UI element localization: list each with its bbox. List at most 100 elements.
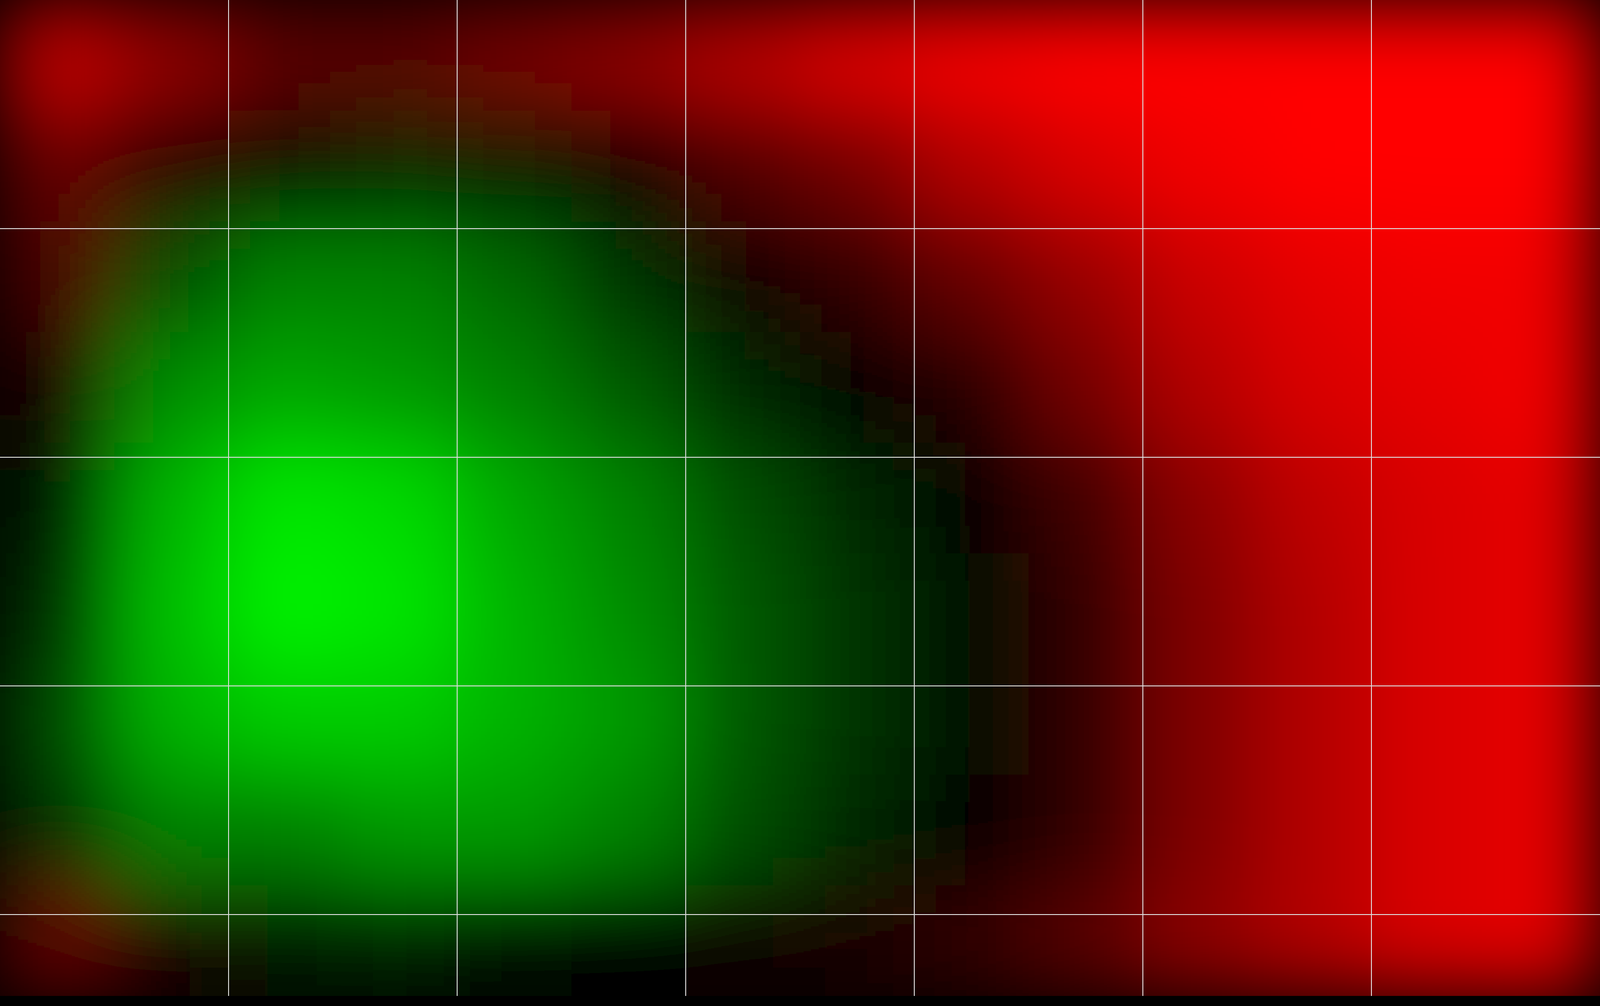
cells	[0, 0, 1600, 996]
grid-line	[0, 456, 1600, 458]
heat-cell	[1142, 221, 1258, 333]
grid	[0, 0, 1600, 996]
heat-cell	[457, 774, 572, 886]
heat-cell	[1371, 553, 1487, 665]
heat-cell	[1142, 0, 1258, 112]
heat-cell	[1371, 663, 1487, 775]
grid-line	[913, 0, 915, 996]
heat-cell	[1257, 553, 1372, 665]
heat-cell	[342, 331, 458, 443]
heat-cell	[571, 110, 687, 222]
heat-cell	[114, 110, 230, 222]
heat-cell	[457, 442, 572, 554]
heat-cell	[685, 110, 801, 222]
heat-cell	[914, 331, 1030, 443]
heat-cell	[228, 0, 344, 112]
heat-cell	[457, 331, 572, 443]
heat-cell	[342, 0, 458, 112]
heat-cell	[1371, 331, 1487, 443]
heat-cell	[1257, 663, 1372, 775]
heat-cell	[800, 885, 915, 996]
heat-cell	[0, 110, 115, 222]
grid-line	[1370, 0, 1372, 996]
heat-cell	[457, 110, 572, 222]
heat-cell	[1142, 553, 1258, 665]
heat-cell	[1142, 885, 1258, 996]
heat-cell	[0, 442, 115, 554]
heat-cell	[685, 0, 801, 112]
heat-cell	[1142, 663, 1258, 775]
heat-cell	[114, 553, 230, 665]
heat-cell	[571, 442, 687, 554]
heat-cell	[1485, 553, 1600, 665]
grid-line	[1142, 0, 1144, 996]
heat-cell	[1257, 442, 1372, 554]
heat-cell	[571, 221, 687, 333]
heat-cell	[114, 885, 230, 996]
heat-cell	[114, 331, 230, 443]
heat-cell	[228, 442, 344, 554]
heat-cell	[1142, 110, 1258, 222]
heat-cell	[685, 221, 801, 333]
canvas-root	[0, 0, 1600, 1006]
grid-line	[0, 685, 1600, 687]
heat-cell	[800, 0, 915, 112]
heat-cell	[1371, 0, 1487, 112]
heat-cell	[914, 442, 1030, 554]
heat-cell	[571, 331, 687, 443]
heat-cell	[342, 774, 458, 886]
heat-cell	[914, 885, 1030, 996]
heat-cell	[457, 553, 572, 665]
heat-cell	[457, 0, 572, 112]
heat-cell	[800, 663, 915, 775]
heat-cell	[1142, 442, 1258, 554]
heat-cell	[914, 663, 1030, 775]
heat-cell	[114, 663, 230, 775]
heat-cell	[1028, 442, 1144, 554]
heat-cell	[571, 885, 687, 996]
heat-cell	[571, 0, 687, 112]
heat-cell	[1485, 885, 1600, 996]
heat-cell	[800, 774, 915, 886]
heat-cell	[342, 885, 458, 996]
heat-cell	[1371, 885, 1487, 996]
heat-cell	[342, 663, 458, 775]
heatmap-svg	[0, 0, 1600, 1006]
heat-cell	[0, 553, 115, 665]
grid-line	[685, 0, 687, 996]
grid-line	[228, 0, 230, 996]
grid-line	[0, 228, 1600, 230]
heat-cell	[1028, 885, 1144, 996]
plot-area	[0, 0, 1600, 996]
heat-cell	[914, 0, 1030, 112]
heat-cell	[1028, 331, 1144, 443]
heat-cell	[228, 331, 344, 443]
heat-cell	[228, 774, 344, 886]
heat-cell	[685, 331, 801, 443]
heat-cell	[114, 221, 230, 333]
heat-cell	[685, 663, 801, 775]
heat-cell	[228, 221, 344, 333]
heat-cell	[1257, 774, 1372, 886]
heat-cell	[0, 331, 115, 443]
heat-cell	[0, 221, 115, 333]
heat-cell	[0, 0, 115, 112]
heat-cell	[1257, 885, 1372, 996]
heat-cell	[571, 663, 687, 775]
heat-cell	[457, 221, 572, 333]
heat-cell	[914, 774, 1030, 886]
heat-cell	[0, 663, 115, 775]
heat-cell	[0, 885, 115, 996]
heat-cell	[571, 553, 687, 665]
heat-cell	[1371, 442, 1487, 554]
heat-cell	[228, 663, 344, 775]
heat-cell	[1028, 110, 1144, 222]
heat-cell	[1142, 774, 1258, 886]
heat-cell	[457, 885, 572, 996]
heat-cell	[342, 442, 458, 554]
heat-cell	[914, 553, 1030, 665]
heat-cell	[1485, 663, 1600, 775]
heat-cell	[1257, 221, 1372, 333]
heat-cell	[342, 110, 458, 222]
heat-cell	[0, 774, 115, 886]
